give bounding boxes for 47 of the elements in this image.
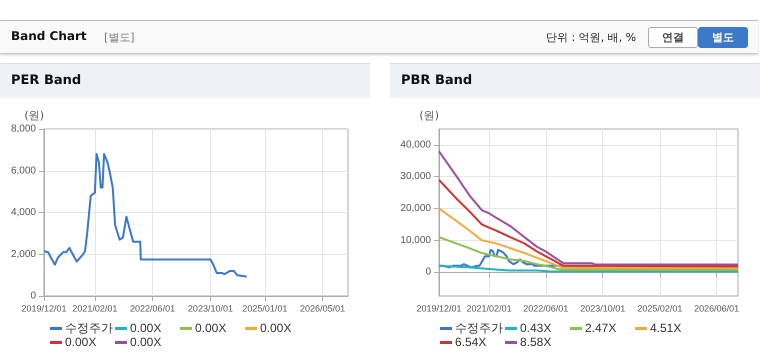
x-tick-label: 2026/05/01 <box>300 304 346 314</box>
legend-label: 0.00X <box>65 335 96 349</box>
text: [별도] <box>104 30 135 45</box>
x-tick-label: 2019/12/01 <box>21 304 67 314</box>
legend-label: 8.58X <box>520 335 552 349</box>
x-tick-label: 2023/10/01 <box>580 304 626 314</box>
line-series <box>438 150 739 266</box>
y-tick-label: 4,000 <box>10 207 36 218</box>
text: 단위 : 억원, 배, % <box>546 30 636 45</box>
legend-label: 0.00X <box>195 321 226 335</box>
legend-label: 2.47X <box>585 321 616 335</box>
x-tick-label: 2025/02/01 <box>637 304 682 314</box>
legend-label: 6.54X <box>455 335 486 349</box>
legend-label: 0.00X <box>260 321 292 335</box>
text: 연결 <box>648 27 698 48</box>
legend-label: 수정주가 <box>455 321 503 335</box>
y-tick-label: 30,000 <box>400 171 432 182</box>
y-tick-label: 2,000 <box>10 248 36 260</box>
legend-label: 0.00X <box>130 335 162 349</box>
text: 별도 <box>698 27 748 48</box>
x-tick-label: 2022/06/01 <box>523 304 568 314</box>
chart-title: PER Band <box>0 63 370 98</box>
chart-title: PBR Band <box>390 63 760 98</box>
legend-label: 수정주가 <box>65 321 113 335</box>
line-series <box>438 178 739 268</box>
line-series <box>438 208 739 270</box>
y-axis-title: (원) <box>419 109 439 122</box>
y-tick-label: 0 <box>30 290 36 302</box>
y-tick-label: 10,000 <box>400 234 432 246</box>
x-tick-label: 2025/01/01 <box>242 304 288 314</box>
legend-label: 0.43X <box>520 321 552 335</box>
x-tick-label: 2022/06/01 <box>130 304 176 314</box>
legend-label: 0.00X <box>130 321 162 335</box>
y-tick-label: 20,000 <box>400 203 432 214</box>
line-series <box>43 153 248 278</box>
y-tick-label: 8,000 <box>10 124 36 134</box>
x-tick-label: 2021/02/01 <box>466 304 512 314</box>
legend-label: 4.51X <box>650 321 682 335</box>
y-tick-label: 40,000 <box>400 139 432 150</box>
x-tick-label: 2026/06/01 <box>694 304 740 314</box>
y-tick-label: 6,000 <box>10 165 36 176</box>
text: Band Chart <box>11 29 87 43</box>
y-axis-title: (원) <box>24 109 44 122</box>
x-tick-label: 2021/02/01 <box>72 304 118 314</box>
y-tick-label: 0 <box>425 266 432 278</box>
x-tick-label: 2023/10/01 <box>188 304 233 314</box>
x-tick-label: 2019/12/01 <box>416 304 462 314</box>
